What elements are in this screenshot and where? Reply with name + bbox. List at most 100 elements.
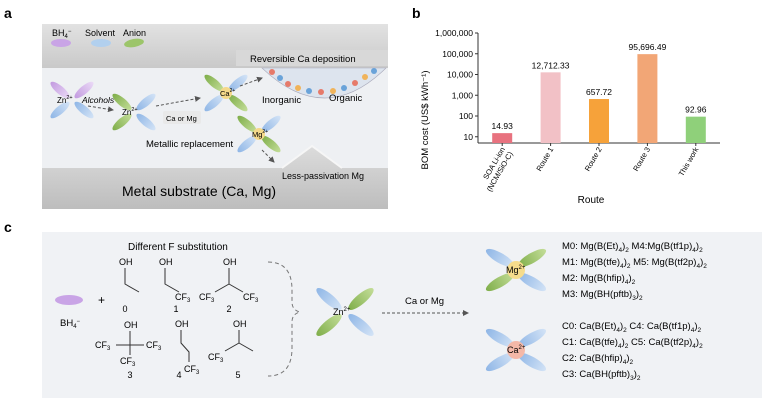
formula-line: C2: Ca(B(hfip)4)2 bbox=[562, 353, 634, 366]
formula-line: M1: Mg(B(tfe)4)2 M5: Mg(B(tf2p)4)2 bbox=[562, 257, 707, 270]
legend-bh4-label: BH4− bbox=[52, 28, 72, 40]
legend-solvent-label: Solvent bbox=[85, 28, 116, 38]
x-tick-label: This work bbox=[677, 145, 701, 178]
sei-particles bbox=[269, 68, 377, 95]
alcohol-structures bbox=[116, 268, 254, 362]
plus-sign: + bbox=[98, 293, 105, 307]
oh-label-5: OH bbox=[233, 319, 247, 329]
x-tick-label: SOA Li-ion(NCM/SiO-C) bbox=[477, 145, 515, 193]
formula-line: M0: Mg(B(Et)4)2 M4:Mg(B(tf1p)4)2 bbox=[562, 241, 703, 254]
bar-value-label: 12,712.33 bbox=[532, 60, 570, 70]
bar bbox=[685, 116, 706, 143]
alcohol-labels: OH 0 OH CF3 1 OH CF3 CF3 2 OH CF3 CF3 CF… bbox=[95, 257, 259, 380]
deposition-layer bbox=[236, 50, 388, 66]
mg-a-label: Mg2+ bbox=[252, 129, 268, 139]
zn-middle-label: Zn2+ bbox=[122, 107, 138, 117]
panel-b-letter: b bbox=[412, 5, 421, 21]
dashed-brace bbox=[267, 261, 301, 377]
mg-to-substrate-arrow bbox=[261, 149, 275, 163]
different-f-label: Different F substitution bbox=[128, 242, 228, 253]
ca-or-mg-box bbox=[163, 111, 201, 124]
reversible-deposition-label: Reversible Ca deposition bbox=[250, 54, 356, 65]
formula-line: C0: Ca(B(Et)4)2 C4: Ca(B(tf1p)4)2 bbox=[562, 321, 701, 334]
number-2: 2 bbox=[226, 304, 231, 314]
sei-dome bbox=[261, 67, 387, 99]
panel-b: b BOM cost (US$ kWh⁻¹) 101001,00010,0001… bbox=[412, 5, 720, 206]
ca-a-label: Ca2+ bbox=[220, 88, 235, 98]
y-tick-label: 100,000 bbox=[442, 49, 473, 59]
number-5: 5 bbox=[235, 370, 240, 380]
cf3-label-2a: CF3 bbox=[199, 292, 215, 304]
bar-value-label: 657.72 bbox=[586, 87, 612, 97]
bar-value-label: 92.96 bbox=[685, 105, 707, 115]
panel-c-letter: c bbox=[4, 219, 12, 235]
oh-label-2: OH bbox=[223, 257, 237, 267]
bar bbox=[637, 54, 658, 143]
number-0: 0 bbox=[122, 304, 127, 314]
inorganic-label: Inorganic bbox=[262, 95, 301, 106]
bom-cost-chart: 10 100 1,000 10,000 100,000 1,000,000 14.93 SOA… bbox=[435, 28, 720, 193]
x-tick-label: Route 2 bbox=[583, 146, 604, 173]
oh-label-3: OH bbox=[124, 320, 138, 330]
y-tick-label: 10,000 bbox=[447, 70, 473, 80]
bar-value-label: 95,696.49 bbox=[628, 42, 666, 52]
zn-c-label: Zn2+ bbox=[333, 307, 351, 317]
bar-value-label: 14.93 bbox=[492, 121, 514, 131]
legend-solvent-swatch bbox=[91, 39, 111, 47]
alcohols-label: Alcohols bbox=[81, 95, 115, 105]
oh-label-0: OH bbox=[119, 257, 133, 267]
cf3-label-2b: CF3 bbox=[243, 292, 259, 304]
formula-line: C1: Ca(B(tfe)4)2 C5: Ca(B(tf2p)4)2 bbox=[562, 337, 703, 350]
cf3-label-3a: CF3 bbox=[95, 340, 111, 352]
ca-or-mg-label-a: Ca or Mg bbox=[166, 114, 197, 123]
mg-c-label: Mg2+ bbox=[506, 265, 526, 275]
ca-complex-c: Ca2+ bbox=[485, 328, 547, 372]
cf3-label-3b: CF3 bbox=[146, 340, 162, 352]
mg-deposit-peak bbox=[281, 144, 343, 169]
zn-left-label: Zn2+ bbox=[57, 95, 73, 105]
number-3: 3 bbox=[127, 370, 132, 380]
mg-complex-c: Mg2+ bbox=[485, 248, 547, 292]
panel-a: a BH4− Solvent Anion Reversible Ca depos… bbox=[4, 5, 388, 209]
ca-complex: Ca2+ bbox=[204, 74, 248, 112]
x-axis-title: Route bbox=[578, 195, 605, 206]
substrate-label: Metal substrate (Ca, Mg) bbox=[122, 183, 276, 199]
legend-bh4-swatch bbox=[51, 39, 71, 47]
panel-a-letter: a bbox=[4, 5, 12, 21]
ca-or-mg-label-c: Ca or Mg bbox=[405, 296, 444, 307]
metallic-replacement-label: Metallic replacement bbox=[146, 139, 233, 150]
legend-anion-swatch bbox=[124, 38, 144, 48]
zn-complex-middle: Zn2+ bbox=[112, 93, 156, 131]
y-tick-label: 10 bbox=[464, 132, 474, 142]
mg-formula-list: M0: Mg(B(Et)4)2 M4:Mg(B(tf1p)4)2 M1: Mg(B… bbox=[562, 241, 707, 302]
y-tick-label: 1,000 bbox=[452, 90, 474, 100]
y-tick-label: 1,000,000 bbox=[435, 28, 473, 38]
number-4: 4 bbox=[176, 370, 181, 380]
ca-formula-list: C0: Ca(B(Et)4)2 C4: Ca(B(tf1p)4)2 C1: Ca(… bbox=[562, 321, 703, 382]
ca-c-label: Ca2+ bbox=[507, 345, 526, 355]
ca-to-deposition-arrow bbox=[239, 76, 263, 87]
zn-complex-c: Zn2+ bbox=[316, 288, 374, 336]
mg-complex-a: Mg2+ bbox=[237, 115, 281, 153]
x-tick-label: Route 1 bbox=[534, 146, 555, 173]
organic-label: Organic bbox=[329, 93, 363, 104]
panel-c-background bbox=[42, 232, 762, 398]
bh4-label-c: BH4− bbox=[60, 318, 81, 330]
ca-or-mg-arrow bbox=[155, 95, 201, 107]
y-axis-title: BOM cost (US$ kWh⁻¹) bbox=[420, 71, 431, 170]
cf3-label-3c: CF3 bbox=[120, 356, 136, 368]
bh4-ellipse bbox=[55, 295, 83, 305]
bar bbox=[540, 72, 561, 143]
bar bbox=[492, 133, 513, 143]
y-tick-label: 100 bbox=[459, 111, 473, 121]
bar bbox=[589, 99, 609, 143]
oh-label-1: OH bbox=[159, 257, 173, 267]
cf3-label-4: CF3 bbox=[184, 364, 200, 376]
oh-label-4: OH bbox=[175, 319, 189, 329]
x-tick-label: Route 3 bbox=[631, 146, 652, 173]
formula-line: M3: Mg(BH(pftb)3)2 bbox=[562, 289, 643, 302]
less-passivation-label: Less-passivation Mg bbox=[282, 171, 364, 181]
number-1: 1 bbox=[173, 304, 178, 314]
cf3-label-1: CF3 bbox=[175, 292, 191, 304]
